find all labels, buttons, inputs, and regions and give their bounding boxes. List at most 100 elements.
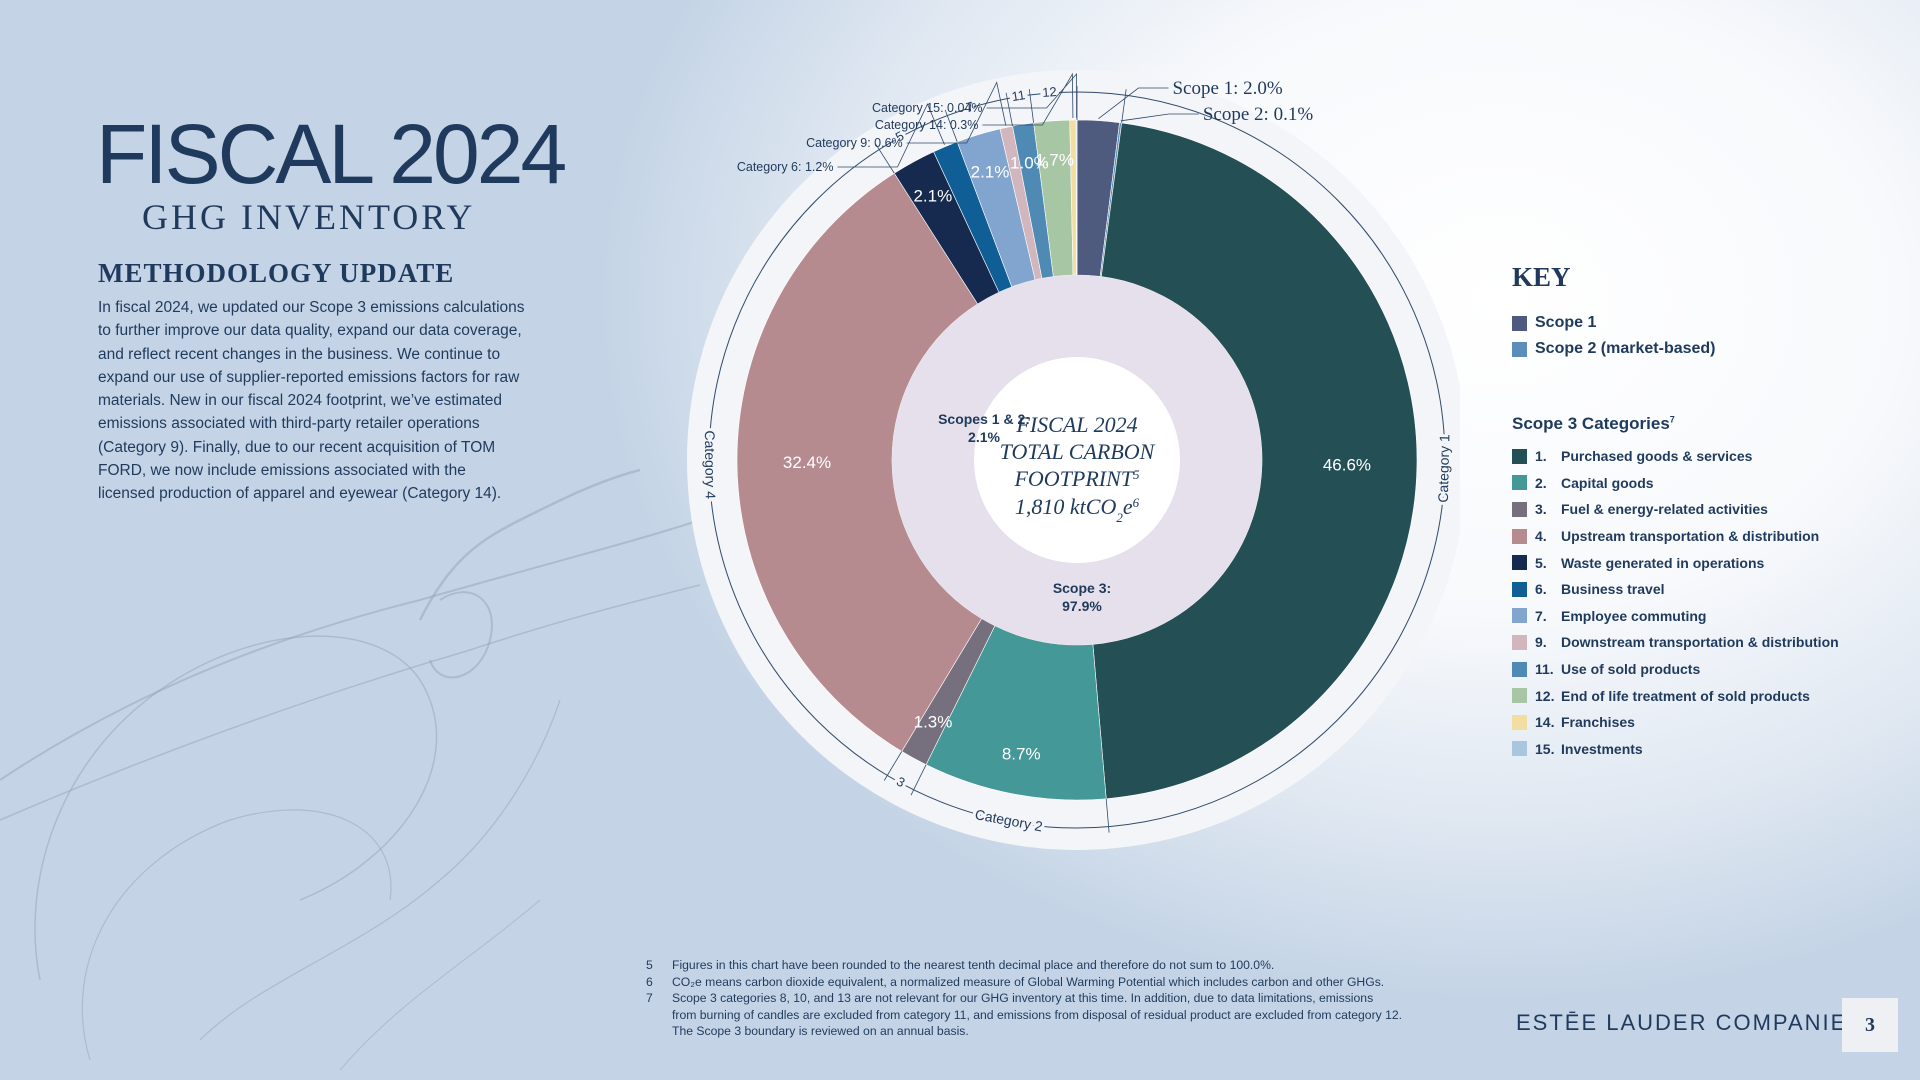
ring-tick	[1028, 89, 1034, 123]
donut-slice-cat15	[1075, 119, 1078, 276]
callout-line-scope1	[1098, 87, 1169, 119]
legend-label: Investments	[1561, 740, 1643, 757]
callout-label-cat6: Category 6: 1.2%	[737, 160, 834, 174]
legend-item-category: 6. Business travel	[1512, 576, 1839, 603]
legend-number: 1.	[1535, 448, 1547, 465]
legend-swatch	[1512, 661, 1527, 677]
callout-line-cat14	[982, 72, 1074, 126]
legend-label: Business travel	[1561, 581, 1665, 598]
legend-swatch	[1512, 741, 1527, 757]
scope3-legend: 1. Purchased goods & services 2. Capital go…	[1512, 443, 1839, 762]
legend-item-category: 2. Capital goods	[1512, 470, 1839, 497]
legend-swatch	[1512, 581, 1527, 597]
slice-label-cat4: 32.4%	[783, 453, 831, 472]
methodology-line: licensed production of apparel and eyewe…	[98, 485, 502, 503]
legend-number: 2.	[1535, 474, 1547, 491]
ring-label-cat4: Category 4	[702, 430, 719, 499]
legend-number: 7.	[1535, 607, 1547, 624]
legend-number: 5.	[1535, 554, 1547, 571]
methodology-line: to further improve our data quality, exp…	[98, 322, 522, 340]
page-title: FISCAL 2024	[96, 107, 567, 201]
legend-swatch	[1512, 608, 1527, 624]
ring-label-cat11: 11	[1011, 87, 1027, 104]
legend-label: Scope 1	[1535, 314, 1597, 331]
ring-tick	[1105, 798, 1110, 833]
center-line-3: FOOTPRINT5	[1013, 466, 1140, 491]
callout-label-cat14: Category 14: 0.3%	[875, 118, 979, 132]
legend-item-category: 1. Purchased goods & services	[1512, 443, 1839, 470]
legend-label: Franchises	[1561, 714, 1635, 731]
methodology-body: In fiscal 2024, we updated our Scope 3 e…	[98, 296, 548, 506]
legend-label: Use of sold products	[1561, 661, 1701, 678]
legend-swatch	[1512, 688, 1527, 704]
legend-label: End of life treatment of sold products	[1561, 687, 1810, 704]
legend-swatch	[1512, 555, 1527, 571]
callout-line-scope2	[1120, 113, 1199, 122]
legend-label: Fuel & energy-related activities	[1561, 501, 1768, 518]
slice-label-cat12: 1.7%	[1035, 150, 1074, 169]
ring-label-cat1: Category 1	[1435, 434, 1453, 503]
legend-label: Upstream transportation & distribution	[1561, 528, 1820, 545]
footnote-line: Scope 3 categories 8, 10, and 13 are not…	[672, 991, 1374, 1005]
legend-swatch	[1512, 315, 1527, 331]
legend-item-category: 9. Downstream transportation & distributi…	[1512, 629, 1839, 656]
footnote-number: 5	[646, 958, 653, 972]
inner-segment-scope3	[891, 275, 1262, 645]
footnote: 7 Scope 3 categories 8, 10, and 13 are no…	[646, 990, 1466, 1040]
legend-item-scope2: Scope 2 (market-based)	[1512, 336, 1716, 362]
methodology-line: In fiscal 2024, we updated our Scope 3 e…	[98, 299, 525, 316]
ring-tick	[883, 751, 903, 781]
scope3-footnote-ref: 7	[1669, 414, 1675, 425]
legend-item-category: 14. Franchises	[1512, 709, 1839, 736]
footnote-number: 7	[646, 991, 653, 1005]
center-line-1: FISCAL 2024	[1015, 412, 1137, 437]
legend-swatch	[1512, 501, 1527, 517]
legend-item-category: 7. Employee commuting	[1512, 603, 1839, 630]
callout-line-cat15	[986, 72, 1077, 119]
legend-number: 15.	[1535, 740, 1555, 757]
inner-value-scopes12: 2.1%	[968, 429, 1000, 445]
slice-label-cat3: 1.3%	[914, 713, 953, 732]
brand-logo: ESTĒE LAUDER COMPANIES	[1516, 1010, 1864, 1035]
footnote-line: The Scope 3 boundary is reviewed on an a…	[672, 1024, 969, 1038]
legend-swatch	[1512, 475, 1527, 491]
ring-tick	[875, 144, 895, 174]
legend-number: 4.	[1535, 528, 1547, 545]
carbon-footprint-donut-chart: 46.6% Category 18.7%Category 21.3%332.4%C…	[687, 70, 1460, 850]
ring-tick	[1121, 89, 1127, 123]
legend-number: 14.	[1535, 714, 1555, 731]
footnote-line: from burning of candles are excluded fro…	[672, 1007, 1403, 1022]
legend-swatch	[1512, 714, 1527, 730]
legend-number: 9.	[1535, 634, 1547, 651]
ring-tick	[944, 109, 958, 142]
legend-swatch	[1512, 448, 1527, 464]
legend-swatch	[1512, 528, 1527, 544]
legend-item-category: 12. End of life treatment of sold product…	[1512, 682, 1839, 709]
ring-tick	[910, 764, 927, 796]
callout-label-cat15: Category 15: 0.04%	[872, 101, 983, 115]
methodology-line: expand our use of supplier-reported emis…	[98, 368, 520, 386]
center-line-2: TOTAL CARBON	[1000, 439, 1156, 464]
footnotes: 5 Figures in this chart have been rounded…	[646, 957, 1466, 1040]
legend-swatch	[1512, 341, 1527, 357]
inner-label-scopes12: Scopes 1 & 2:	[938, 411, 1030, 427]
legend-number: 11.	[1535, 661, 1554, 678]
page-number: 3	[1842, 998, 1898, 1052]
legend-label: Employee commuting	[1561, 607, 1707, 624]
scope3-legend-title: Scope 3 Categories7	[1512, 414, 1675, 434]
center-circle	[974, 357, 1180, 563]
scope3-title-text: Scope 3 Categories	[1512, 414, 1670, 433]
legend-label: Downstream transportation & distribution	[1561, 634, 1839, 651]
legend-item-scope1: Scope 1	[1512, 310, 1716, 336]
callout-label-scope1: Scope 1: 2.0%	[1172, 78, 1282, 99]
legend-item-category: 5. Waste generated in operations	[1512, 549, 1839, 576]
ring-label-cat12: 12	[1042, 84, 1058, 100]
callout-label-scope2: Scope 2: 0.1%	[1203, 104, 1313, 125]
callout-line-cat6	[837, 103, 945, 168]
inner-value-scope3: 97.9%	[1062, 598, 1102, 614]
legend-label: Scope 2 (market-based)	[1535, 340, 1716, 357]
legend-item-category: 11. Use of sold products	[1512, 656, 1839, 683]
footnote-line: Figures in this chart have been rounded …	[672, 958, 1275, 972]
footnote-line: CO₂e means carbon dioxide equivalent, a …	[672, 974, 1385, 989]
legend-label: Waste generated in operations	[1561, 554, 1765, 571]
